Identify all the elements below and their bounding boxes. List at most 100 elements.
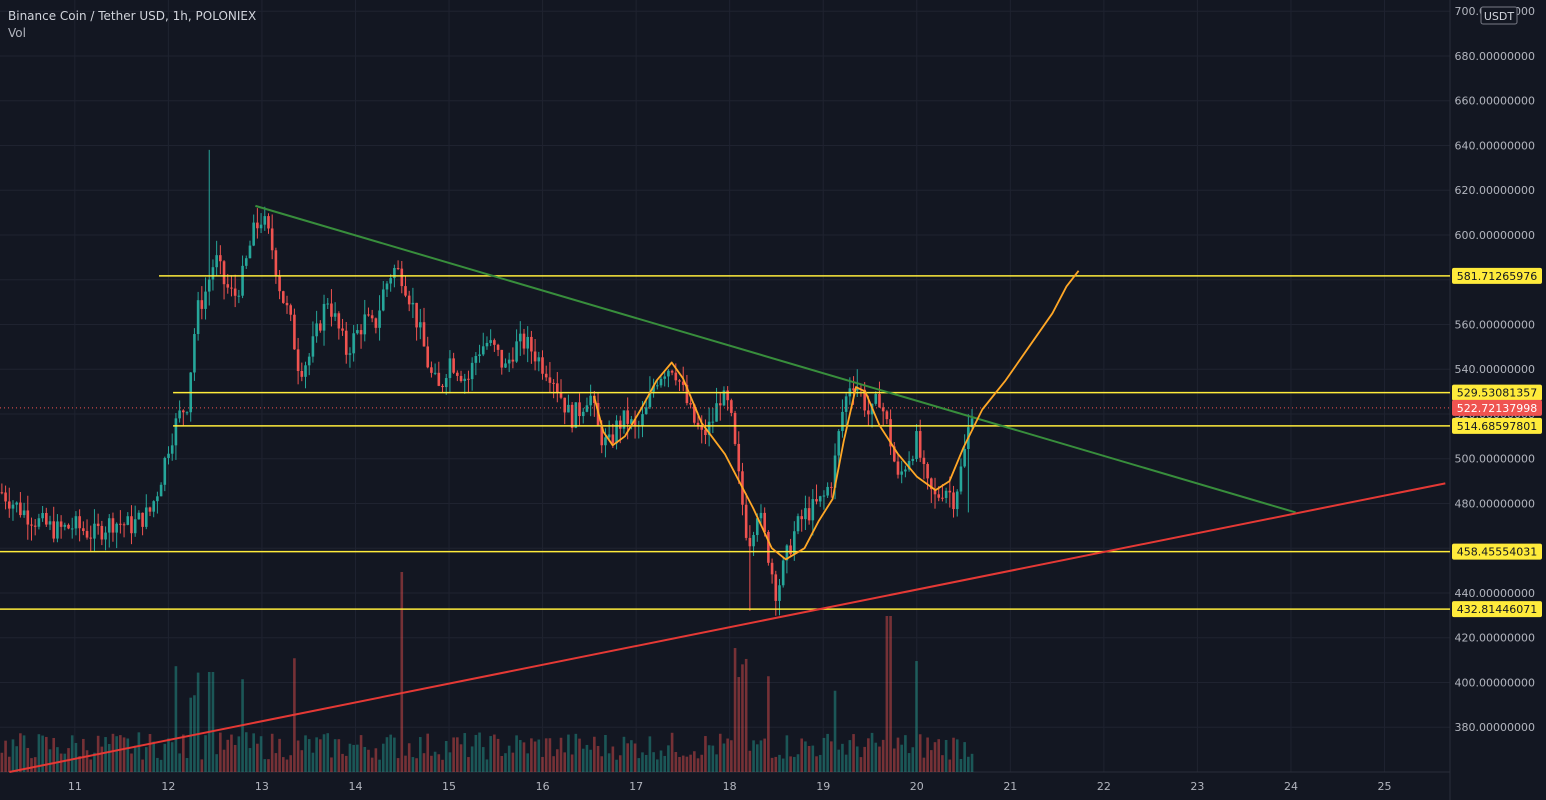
volume-bar — [389, 734, 392, 772]
volume-bar — [307, 739, 311, 772]
candle-body — [863, 389, 866, 411]
x-tick-label: 22 — [1097, 780, 1111, 793]
volume-bar — [159, 759, 163, 772]
volume-bar — [693, 751, 696, 772]
volume-bar — [378, 759, 381, 772]
volume-bar — [615, 759, 618, 772]
volume-bar — [807, 746, 811, 772]
candle-body — [63, 524, 67, 527]
candle-body — [504, 363, 507, 368]
volume-bar — [785, 735, 789, 772]
volume-bar — [637, 758, 641, 772]
volume-bar — [596, 745, 600, 772]
volume-bar — [900, 744, 903, 772]
volume-bar — [319, 739, 322, 772]
candle-body — [955, 491, 959, 510]
candle-body — [374, 318, 378, 328]
candle-body — [815, 499, 818, 502]
candle-body — [470, 362, 474, 380]
falling-trendline — [255, 204, 1296, 514]
volume-indicator-label[interactable]: Vol — [8, 26, 26, 40]
volume-bar — [500, 755, 504, 772]
candle-body — [37, 518, 41, 527]
candle-body — [530, 336, 533, 352]
candle-body — [248, 245, 252, 259]
candle-body — [567, 404, 570, 413]
volume-bar — [685, 756, 689, 772]
volume-bar — [967, 756, 970, 772]
x-tick-label: 21 — [1003, 780, 1017, 793]
volume-bar — [233, 744, 237, 772]
volume-bar — [578, 738, 581, 772]
candle-body — [319, 323, 322, 331]
volume-bar — [196, 672, 200, 772]
chart-legend: Binance Coin / Tether USD, 1h, POLONIEX … — [8, 9, 256, 43]
x-tick-label: 17 — [629, 780, 643, 793]
candle-body — [811, 499, 815, 521]
candle-body — [381, 289, 385, 311]
candle-body — [826, 486, 829, 496]
candle-body — [581, 411, 585, 417]
candle-body — [344, 330, 348, 355]
volume-bar — [774, 756, 778, 772]
candle-body — [755, 518, 759, 536]
level-price-tag — [1452, 417, 1542, 434]
symbol-title[interactable]: Binance Coin / Tether USD, 1h, POLONIEX — [8, 9, 257, 23]
volume-bar — [374, 748, 378, 772]
candle-body — [585, 405, 589, 412]
candle-body — [378, 310, 381, 328]
candle-body — [896, 461, 900, 475]
candle-body — [793, 531, 796, 555]
volume-bar — [419, 737, 422, 772]
volume-bar — [200, 759, 204, 772]
candle-body — [256, 222, 259, 229]
volume-bar — [356, 744, 359, 772]
volume-bar — [867, 738, 870, 772]
candle-body — [589, 395, 592, 406]
candle-body — [89, 537, 93, 539]
volume-bar — [193, 695, 196, 772]
volume-bar — [367, 749, 370, 772]
y-tick-label: 620.00000000 — [1455, 184, 1535, 197]
volume-bar — [270, 733, 274, 772]
volume-bar — [789, 756, 792, 772]
volume-bar — [718, 733, 722, 772]
volume-bar — [818, 754, 822, 772]
candle-body — [767, 531, 770, 563]
volume-bar — [344, 755, 348, 772]
x-tick-label: 13 — [255, 780, 269, 793]
candle-body — [78, 516, 81, 529]
volume-bar — [481, 747, 485, 772]
volume-bar — [396, 758, 400, 772]
volume-bar — [119, 735, 122, 772]
volume-bar — [56, 747, 59, 772]
candle-body — [700, 426, 704, 430]
candle-body — [959, 466, 963, 492]
candle-body — [485, 342, 489, 347]
rising-trendline — [9, 482, 1446, 773]
volume-bar — [63, 753, 67, 772]
volume-bar — [463, 733, 467, 772]
volume-bar — [448, 752, 452, 772]
volume-bar — [655, 759, 659, 772]
candle-body — [204, 291, 207, 309]
candle-body — [296, 349, 300, 371]
volume-bar — [830, 741, 833, 772]
candle-body — [104, 532, 107, 540]
candle-body — [30, 524, 33, 526]
candle-body — [889, 419, 892, 447]
candle-body — [252, 222, 255, 246]
candle-body — [196, 300, 200, 335]
volume-bar — [918, 734, 922, 772]
volume-bar — [478, 732, 481, 772]
volume-bar — [226, 739, 230, 772]
candle-body — [422, 322, 426, 347]
volume-bar — [563, 752, 567, 772]
candle-body — [818, 496, 822, 502]
candle-body — [341, 328, 344, 331]
volume-bar — [600, 756, 604, 772]
volume-bar — [493, 734, 496, 772]
volume-bar — [626, 743, 629, 772]
volume-bar — [407, 743, 411, 772]
